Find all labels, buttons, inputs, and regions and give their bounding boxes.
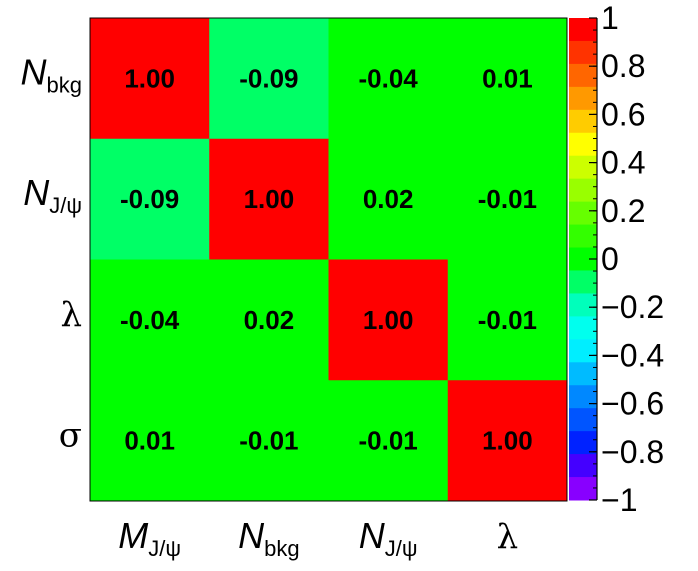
cell-value-label: -0.09	[239, 63, 298, 93]
color-scale-band	[569, 431, 597, 455]
cell-value-label: -0.01	[239, 426, 298, 456]
heatmap-cell	[447, 259, 568, 381]
color-scale-band	[569, 86, 597, 111]
color-scale-band	[569, 109, 597, 134]
color-scale-band	[569, 247, 597, 271]
color-scale-tick-label: 0.8	[601, 48, 645, 84]
column-label: λ	[497, 517, 519, 557]
x-axis-labels: MJ/ψ Nbkg NJ/ψ λ	[118, 515, 518, 561]
color-scale-band	[569, 362, 597, 386]
color-scale-band	[569, 40, 597, 65]
color-scale-band	[569, 454, 597, 478]
heatmap-cell	[90, 138, 210, 260]
cell-value-label: -0.04	[358, 63, 418, 93]
color-scale-tick-label: 1	[601, 0, 619, 36]
heatmap-cell	[90, 18, 210, 140]
color-scale-band	[569, 477, 597, 501]
heatmap-cell	[209, 18, 329, 140]
color-scale-band	[569, 339, 597, 363]
plot-frame	[89, 17, 568, 502]
heatmap-cell	[328, 380, 449, 502]
heatmap-cell	[328, 259, 449, 381]
cell-value-label: -0.04	[120, 305, 180, 335]
heatmap-cell	[328, 138, 449, 260]
cell-value-label: 0.01	[482, 63, 533, 93]
color-scale-band	[569, 385, 597, 409]
cell-value-label: 1.00	[363, 305, 414, 335]
heatmap-cell	[447, 138, 568, 260]
heatmap-cell	[209, 380, 329, 502]
color-scale-band	[569, 293, 597, 317]
cell-value-label: -0.01	[478, 305, 537, 335]
column-label: Nbkg	[238, 515, 299, 561]
heatmap-cell	[447, 380, 568, 502]
color-scale-ticks: 1 0.8 0.6 0.4 0.2 0 −0.2 −0.4 −0.6 −0.8 −1	[589, 0, 664, 518]
color-scale-tick-label: −0.8	[601, 434, 664, 470]
color-scale-band	[569, 63, 597, 88]
color-scale-band	[569, 155, 597, 180]
color-scale-band	[569, 316, 597, 340]
heatmap-cell	[328, 18, 449, 140]
heatmap-cell	[209, 138, 329, 260]
row-label: λ	[60, 295, 82, 335]
cell-value-label: 1.00	[124, 63, 175, 93]
color-scale-tick-label: −0.4	[601, 337, 664, 373]
column-label: NJ/ψ	[359, 515, 418, 561]
color-scale-band	[569, 178, 597, 203]
row-label: σ	[59, 416, 82, 456]
color-scale-tick-label: 0.2	[601, 193, 645, 229]
cell-value-label: -0.01	[478, 184, 537, 214]
cell-value-label: 0.01	[124, 426, 175, 456]
color-scale-tick-label: −0.2	[601, 289, 664, 325]
color-scale-tick-label: 0.4	[601, 145, 645, 181]
heatmap-cell	[90, 259, 210, 381]
color-scale-tick-label: 0	[601, 241, 619, 277]
heatmap-cell	[209, 259, 329, 381]
cell-value-label: 1.00	[482, 426, 533, 456]
y-axis-labels: Nbkg NJ/ψ λ σ	[21, 51, 82, 455]
color-scale-tick-label: −0.6	[601, 386, 664, 422]
color-scale-bar	[569, 18, 598, 501]
cell-value-label: 0.02	[244, 305, 295, 335]
row-label: NJ/ψ	[23, 172, 82, 218]
color-scale-band	[569, 132, 597, 157]
color-scale-band	[569, 18, 597, 42]
cell-value-label: 0.02	[363, 184, 414, 214]
column-label: MJ/ψ	[118, 515, 181, 561]
heatmap-cells: 1.00 -0.09 -0.04 0.01 -0.09 1.00 0.02 -0.01 -0.0…	[90, 18, 568, 502]
cell-value-label: -0.01	[358, 426, 417, 456]
row-label: Nbkg	[21, 51, 82, 97]
color-scale-tick-label: −1	[601, 482, 637, 518]
color-scale-band	[569, 270, 597, 294]
cell-value-label: 1.00	[244, 184, 295, 214]
color-scale-band	[569, 224, 597, 249]
color-scale-band	[569, 201, 597, 226]
heatmap-cell	[90, 380, 210, 502]
color-scale-tick-label: 0.6	[601, 96, 645, 132]
heatmap-cell	[447, 18, 568, 140]
color-scale-band	[569, 408, 597, 432]
cell-value-label: -0.09	[120, 184, 179, 214]
